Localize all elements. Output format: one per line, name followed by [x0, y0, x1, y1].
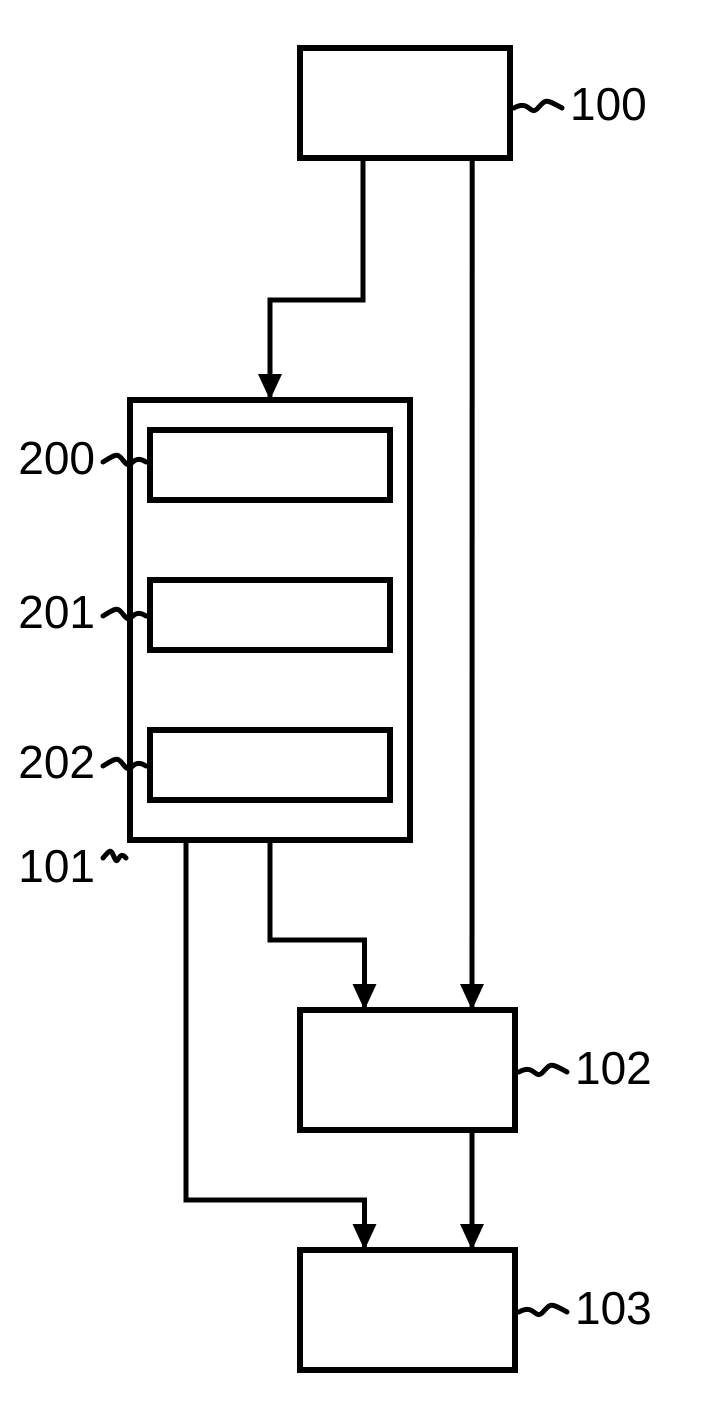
node-b200	[150, 430, 390, 500]
edge-3	[270, 840, 365, 1010]
tilde-l102	[519, 1065, 567, 1074]
label-l102: 102	[575, 1042, 652, 1094]
edge-0	[270, 158, 363, 400]
label-l100: 100	[570, 78, 647, 130]
label-l202: 202	[18, 736, 95, 788]
label-l101: 101	[18, 840, 95, 892]
label-l200: 200	[18, 432, 95, 484]
label-l103: 103	[575, 1282, 652, 1334]
tilde-l101	[103, 851, 126, 860]
node-b100	[300, 48, 510, 158]
tilde-l103	[519, 1305, 567, 1314]
node-b103	[300, 1250, 515, 1370]
node-b202	[150, 730, 390, 800]
tilde-l100	[514, 101, 562, 110]
node-b102	[300, 1010, 515, 1130]
node-b201	[150, 580, 390, 650]
label-l201: 201	[18, 586, 95, 638]
